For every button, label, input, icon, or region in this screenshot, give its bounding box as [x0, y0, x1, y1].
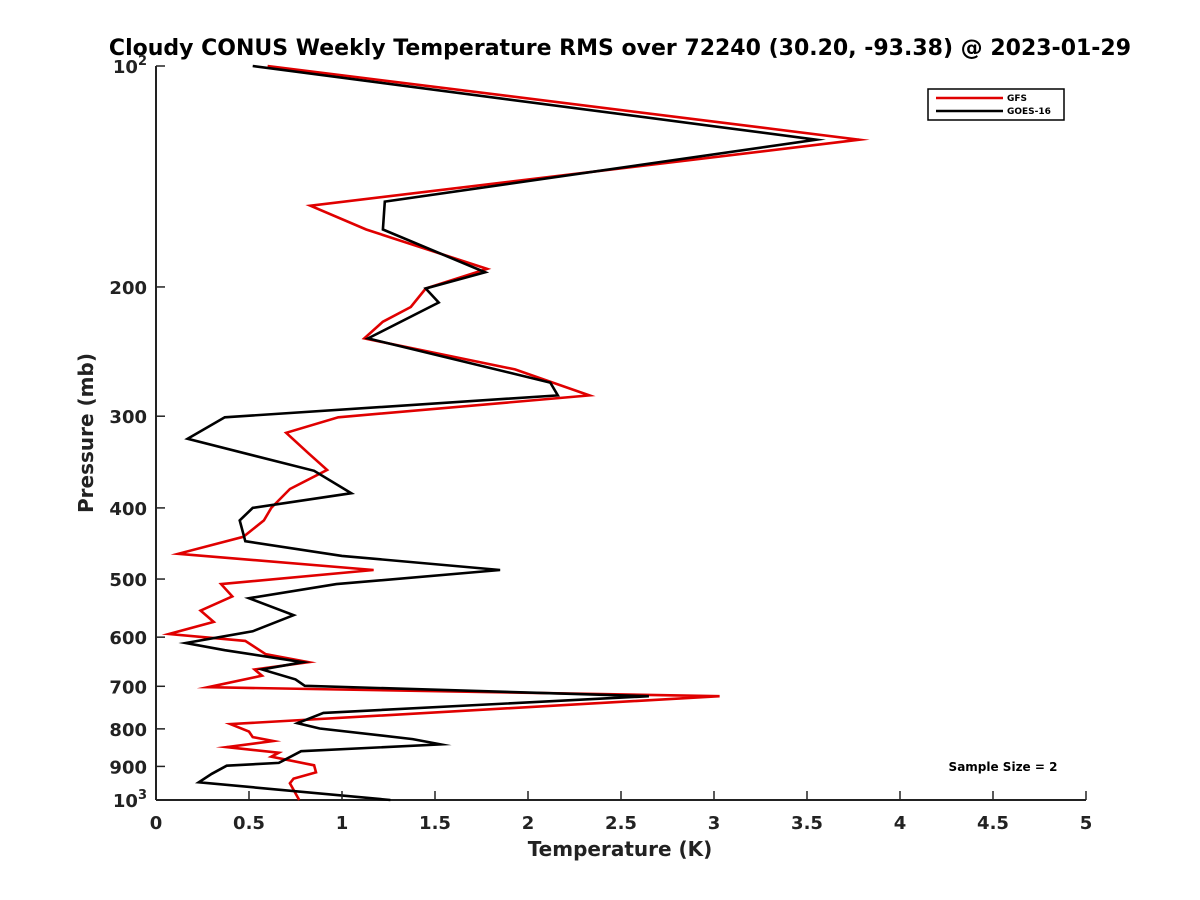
- y-tick-label-base: 900: [109, 757, 147, 778]
- series-line-goes-16: [178, 64, 826, 802]
- x-tick-label: 3: [708, 813, 721, 834]
- chart-title: Cloudy CONUS Weekly Temperature RMS over…: [109, 36, 1131, 61]
- y-tick-label: 200: [109, 278, 147, 299]
- y-tick-label: 800: [109, 720, 147, 741]
- x-tick-label: 2: [522, 813, 535, 834]
- legend: GFS GOES-16: [927, 88, 1065, 121]
- x-tick-label: 0.5: [233, 813, 265, 834]
- legend-label: GFS: [1007, 94, 1027, 104]
- x-tick-label: 4.5: [977, 813, 1009, 834]
- y-tick-label: 400: [109, 499, 147, 520]
- y-tick-label: 500: [109, 570, 147, 591]
- y-tick-label: 300: [109, 407, 147, 428]
- y-tick-label-exponent: 2: [138, 54, 147, 69]
- series-line-gfs: [161, 64, 870, 801]
- y-tick-label-base: 600: [109, 628, 147, 649]
- x-axis-label: Temperature (K): [528, 837, 713, 861]
- y-tick-label-base: 10: [113, 791, 138, 812]
- y-tick-label: 900: [109, 757, 147, 778]
- x-tick-label: 3.5: [791, 813, 823, 834]
- legend-box: [927, 88, 1065, 121]
- x-tick-label: 4: [894, 813, 907, 834]
- y-tick-label-base: 200: [109, 278, 147, 299]
- x-ticks: 0 0.5 1 1.5 2 2.5 3 3.5 4 4.5 5: [150, 791, 1093, 834]
- x-tick-label: 0: [150, 813, 163, 834]
- y-tick-label-base: 300: [109, 407, 147, 428]
- series-layer: [161, 64, 870, 802]
- x-tick-label: 2.5: [605, 813, 637, 834]
- y-tick-label: 600: [109, 628, 147, 649]
- y-tick-label: 102: [113, 54, 147, 78]
- y-tick-label-base: 700: [109, 677, 147, 698]
- y-tick-label-base: 10: [113, 57, 138, 78]
- y-tick-label-base: 500: [109, 570, 147, 591]
- legend-label: GOES-16: [1007, 107, 1051, 117]
- y-tick-label: 103: [113, 788, 147, 812]
- y-tick-label-base: 400: [109, 499, 147, 520]
- y-tick-label: 700: [109, 677, 147, 698]
- y-tick-label-base: 800: [109, 720, 147, 741]
- y-axis-label: Pressure (mb): [74, 353, 98, 513]
- sample-size-annotation: Sample Size = 2: [949, 760, 1058, 774]
- x-tick-label: 1.5: [419, 813, 451, 834]
- x-tick-label: 1: [336, 813, 349, 834]
- x-tick-label: 5: [1080, 813, 1093, 834]
- y-tick-label-exponent: 3: [138, 788, 147, 803]
